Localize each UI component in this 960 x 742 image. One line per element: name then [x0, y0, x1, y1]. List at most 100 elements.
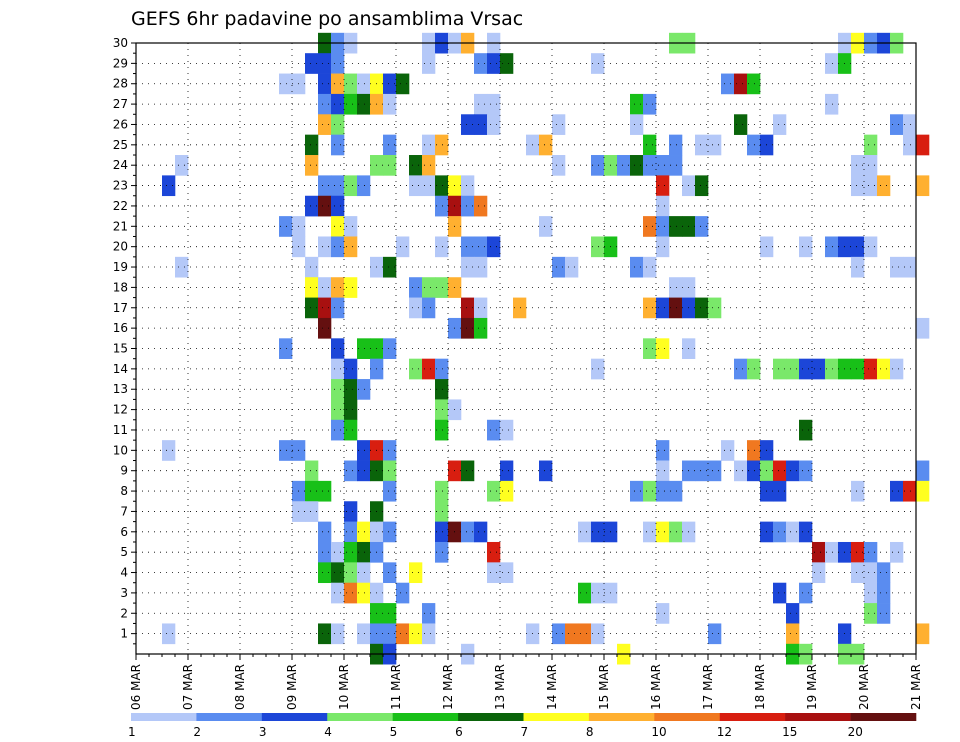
heatmap-cell-355: [565, 623, 579, 645]
heatmap-cell-340: [656, 603, 670, 624]
heatmap-cell-48: [318, 114, 332, 135]
y-tick-label-18: 18: [113, 280, 128, 294]
chart-title: GEFS 6hr padavine po ansamblima Vrsac: [131, 8, 523, 30]
heatmap-cell-212: [877, 358, 891, 380]
colorbar-label-1: 1: [128, 725, 136, 739]
heatmap-cell-177: [656, 297, 670, 319]
heatmap-cell-329: [396, 582, 410, 604]
heatmap-cell-290: [591, 521, 605, 543]
heatmap-cell-93: [331, 175, 345, 197]
heatmap-cell-36: [747, 73, 761, 95]
heatmap-cell-108: [305, 195, 319, 217]
heatmap-cell-354: [552, 623, 566, 645]
heatmap-cell-257: [916, 460, 930, 482]
heatmap-cell-140: [799, 236, 813, 258]
heatmap-cell-84: [617, 155, 631, 176]
heatmap-cell-288: [474, 521, 488, 543]
heatmap-cell-261: [383, 480, 397, 502]
heatmap-cell-350: [396, 623, 410, 645]
heatmap-cell-136: [591, 236, 605, 258]
heatmap-cell-172: [422, 297, 436, 319]
heatmap-cell-78: [383, 155, 397, 176]
heatmap-cell-231: [357, 440, 371, 461]
heatmap-cell-272: [890, 480, 904, 502]
y-tick-label-3: 3: [120, 586, 128, 600]
heatmap-cell-114: [474, 195, 488, 217]
y-tick-label-29: 29: [113, 56, 128, 70]
heatmap-cell-101: [656, 175, 670, 197]
heatmap-cell-85: [630, 155, 644, 176]
heatmap-cell-256: [799, 460, 813, 482]
heatmap-cell-49: [331, 114, 345, 135]
heatmap-cell-318: [409, 562, 423, 584]
heatmap-cell-359: [786, 623, 800, 645]
heatmap-cell-201: [591, 358, 605, 380]
heatmap-cell-294: [669, 521, 683, 543]
heatmap-cell-145: [175, 256, 189, 278]
heatmap-cell-218: [331, 399, 345, 421]
heatmap-cell-264: [500, 480, 514, 502]
heatmap-cell-67: [669, 134, 683, 156]
heatmap-cell-336: [877, 582, 891, 604]
x-tick-label: 13 MAR: [493, 664, 507, 710]
heatmap-cell-98: [435, 175, 449, 197]
heatmap-cell-217: [435, 379, 449, 400]
heatmap-cell-204: [773, 358, 787, 380]
colorbar-label-10: 10: [651, 725, 666, 739]
heatmap-cell-144: [864, 236, 878, 258]
heatmap-cell-347: [357, 623, 371, 645]
heatmap-cell-268: [669, 480, 683, 502]
heatmap-cell-254: [773, 460, 787, 482]
heatmap-cell-118: [331, 216, 345, 237]
y-tick-label-17: 17: [113, 301, 128, 315]
heatmap-cell-91: [162, 175, 176, 197]
heatmap-cell-220: [435, 399, 449, 421]
heatmap-cell-153: [630, 256, 644, 278]
heatmap-cell-87: [656, 155, 670, 176]
heatmap-cell-262: [435, 480, 449, 502]
heatmap-cell-227: [799, 419, 813, 441]
colorbar-label-12: 12: [717, 725, 732, 739]
heatmap-cell-270: [773, 480, 787, 502]
y-tick-label-25: 25: [113, 138, 128, 152]
heatmap-cell-133: [461, 236, 475, 258]
colorbar-label-5: 5: [390, 725, 398, 739]
heatmap-cell-62: [422, 134, 436, 156]
colorbar-swatch-5: [392, 713, 459, 721]
heatmap-cell-181: [708, 297, 722, 319]
colorbar-label-15: 15: [782, 725, 797, 739]
heatmap-cell-63: [435, 134, 449, 156]
heatmap-cell-58: [903, 114, 917, 135]
colorbar-swatch-3: [261, 713, 328, 721]
y-tick-label-8: 8: [120, 484, 128, 498]
heatmap-cell-73: [903, 134, 917, 156]
heatmap-cell-315: [344, 562, 358, 584]
heatmap-cell-168: [305, 297, 319, 319]
heatmap-cell-349: [383, 623, 397, 645]
heatmap-cell-280: [318, 521, 332, 543]
heatmap-cell-202: [734, 358, 748, 380]
heatmap-cell-305: [435, 541, 449, 563]
heatmap-cell-113: [461, 195, 475, 217]
heatmap-cell-316: [357, 562, 371, 584]
heatmap-cell-236: [747, 440, 761, 461]
heatmap-cell-151: [552, 256, 566, 278]
heatmap-cell-42: [383, 93, 397, 115]
x-tick-label: 21 MAR: [909, 664, 923, 710]
heatmap-cell-300: [318, 541, 332, 563]
heatmap-cell-310: [851, 541, 865, 563]
heatmap-cell-215: [344, 379, 358, 400]
heatmap-cell-55: [734, 114, 748, 135]
heatmap-cell-171: [409, 297, 423, 319]
heatmap-cell-226: [500, 419, 514, 441]
colorbar-label-3: 3: [259, 725, 267, 739]
heatmap-cell-130: [344, 236, 358, 258]
y-tick-label-28: 28: [113, 77, 128, 91]
x-tick-label: 11 MAR: [389, 664, 403, 710]
heatmap-cell-233: [383, 440, 397, 461]
heatmap-cell-38: [331, 93, 345, 115]
heatmap-cell-105: [864, 175, 878, 197]
heatmap-cell-110: [331, 195, 345, 217]
heatmap-cell-216: [357, 379, 371, 400]
heatmap-cell-66: [643, 134, 657, 156]
